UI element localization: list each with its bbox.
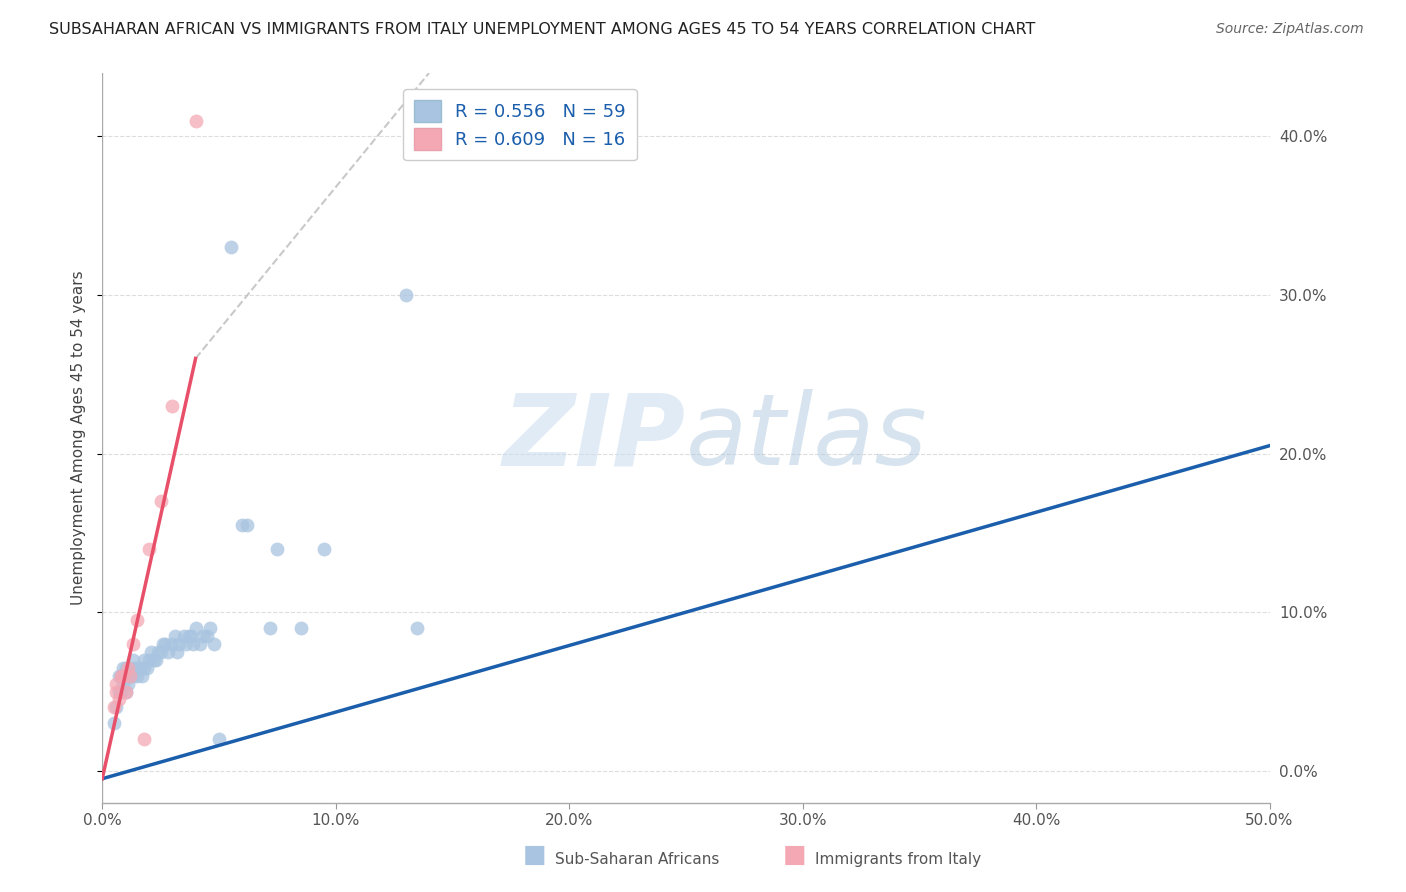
- Point: [121, 637, 143, 651]
- Point: [110, 668, 132, 682]
- Point: [290, 621, 312, 635]
- Point: [127, 668, 149, 682]
- Point: [395, 288, 418, 302]
- Point: [312, 541, 335, 556]
- Point: [191, 629, 214, 643]
- Point: [142, 653, 165, 667]
- Point: [112, 661, 135, 675]
- Point: [110, 684, 132, 698]
- Point: [231, 518, 253, 533]
- Point: [155, 637, 177, 651]
- Point: [127, 613, 149, 627]
- Point: [177, 629, 200, 643]
- Text: atlas: atlas: [686, 389, 928, 486]
- Point: [120, 661, 142, 675]
- Point: [173, 629, 195, 643]
- Point: [198, 621, 221, 635]
- Point: [162, 399, 184, 413]
- Point: [266, 541, 288, 556]
- Text: ■: ■: [523, 843, 546, 867]
- Point: [128, 661, 150, 675]
- Point: [202, 637, 225, 651]
- Point: [120, 668, 142, 682]
- Point: [127, 661, 149, 675]
- Text: Sub-Saharan Africans: Sub-Saharan Africans: [555, 852, 720, 867]
- Point: [114, 661, 136, 675]
- Point: [112, 668, 135, 682]
- Y-axis label: Unemployment Among Ages 45 to 54 years: Unemployment Among Ages 45 to 54 years: [72, 270, 86, 605]
- Point: [121, 653, 143, 667]
- Point: [156, 645, 179, 659]
- Point: [174, 637, 197, 651]
- Point: [162, 637, 184, 651]
- Point: [121, 668, 143, 682]
- Point: [184, 621, 207, 635]
- Point: [117, 676, 139, 690]
- Point: [114, 684, 136, 698]
- Point: [107, 692, 129, 706]
- Point: [166, 645, 188, 659]
- Point: [105, 700, 128, 714]
- Point: [107, 684, 129, 698]
- Text: Immigrants from Italy: Immigrants from Italy: [815, 852, 981, 867]
- Point: [117, 668, 139, 682]
- Point: [406, 621, 429, 635]
- Point: [124, 661, 146, 675]
- Point: [145, 653, 167, 667]
- Point: [110, 668, 132, 682]
- Point: [180, 629, 202, 643]
- Point: [163, 629, 186, 643]
- Text: ■: ■: [783, 843, 806, 867]
- Point: [152, 637, 174, 651]
- Point: [149, 494, 172, 508]
- Point: [236, 518, 259, 533]
- Point: [208, 732, 231, 747]
- Point: [141, 645, 163, 659]
- Point: [167, 637, 190, 651]
- Point: [131, 668, 153, 682]
- Point: [259, 621, 281, 635]
- Point: [188, 637, 211, 651]
- Point: [184, 113, 207, 128]
- Point: [181, 637, 204, 651]
- Point: [112, 676, 135, 690]
- Text: ZIP: ZIP: [503, 389, 686, 486]
- Text: SUBSAHARAN AFRICAN VS IMMIGRANTS FROM ITALY UNEMPLOYMENT AMONG AGES 45 TO 54 YEA: SUBSAHARAN AFRICAN VS IMMIGRANTS FROM IT…: [49, 22, 1036, 37]
- Point: [219, 240, 242, 254]
- Point: [120, 668, 142, 682]
- Point: [149, 645, 172, 659]
- Point: [103, 716, 125, 731]
- Text: Source: ZipAtlas.com: Source: ZipAtlas.com: [1216, 22, 1364, 37]
- Point: [134, 661, 156, 675]
- Point: [117, 661, 139, 675]
- Point: [105, 676, 128, 690]
- Point: [138, 653, 160, 667]
- Point: [135, 661, 157, 675]
- Point: [134, 653, 156, 667]
- Point: [114, 668, 136, 682]
- Point: [105, 684, 128, 698]
- Point: [148, 645, 170, 659]
- Point: [103, 700, 125, 714]
- Point: [114, 684, 136, 698]
- Point: [107, 668, 129, 682]
- Point: [138, 541, 160, 556]
- Point: [195, 629, 218, 643]
- Point: [134, 732, 156, 747]
- Legend: R = 0.556   N = 59, R = 0.609   N = 16: R = 0.556 N = 59, R = 0.609 N = 16: [404, 89, 637, 161]
